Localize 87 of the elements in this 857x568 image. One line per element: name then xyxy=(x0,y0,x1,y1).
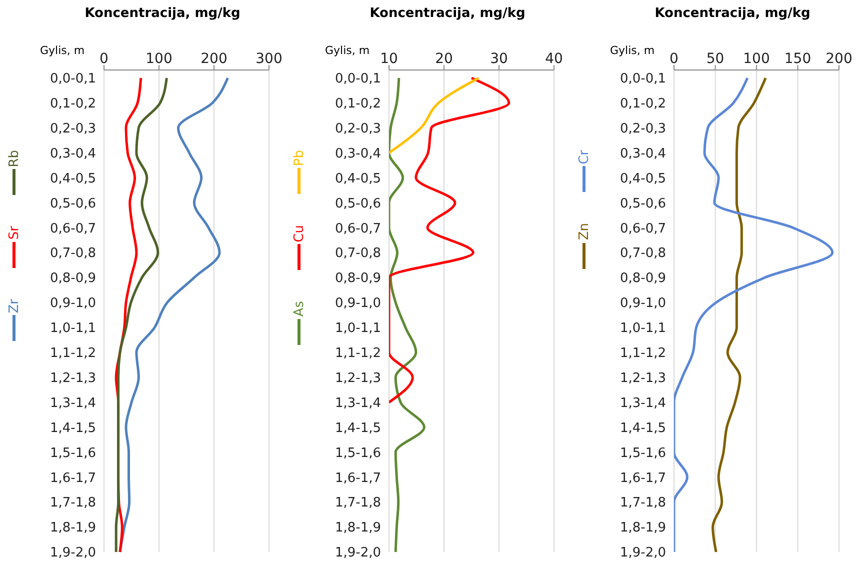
y-tick-label: 0,3-0,4 xyxy=(50,146,96,162)
y-tick-label: 1,2-1,3 xyxy=(334,370,381,386)
y-tick-label: 1,1-1,2 xyxy=(620,346,666,362)
y-tick-label: 0,6-0,7 xyxy=(620,221,666,236)
y-tick-label: 1,8-1,9 xyxy=(620,520,666,536)
x-tick-label: 40 xyxy=(545,51,563,67)
y-tick-label: 1,3-1,4 xyxy=(334,396,381,411)
y-tick-label: 0,8-0,9 xyxy=(620,271,666,286)
y-tick-label: 0,5-0,6 xyxy=(334,196,381,212)
x-tick-label: 50 xyxy=(706,51,724,67)
y-tick-label: 1,8-1,9 xyxy=(50,520,96,536)
y-tick-label: 1,9-2,0 xyxy=(620,546,666,561)
text: Zr xyxy=(6,298,22,314)
x-tick-label: 10 xyxy=(380,51,398,67)
y-tick-label: 0,1-0,2 xyxy=(334,96,381,112)
y-tick-label: 0,4-0,5 xyxy=(334,171,381,186)
y-tick-label: 0,9-1,0 xyxy=(620,296,666,312)
y-tick-label: 0,0-0,1 xyxy=(50,72,96,87)
y-tick-label: 0,7-0,8 xyxy=(50,246,96,262)
y-tick-label: 0,1-0,2 xyxy=(50,96,96,112)
text: As xyxy=(292,301,306,318)
y-tick-label: 0,2-0,3 xyxy=(620,122,666,137)
text: Cr xyxy=(576,150,592,164)
y-tick-label: 1,5-1,6 xyxy=(50,446,96,461)
y-tick-label: 0,3-0,4 xyxy=(620,146,666,162)
text: Cu xyxy=(292,225,306,242)
x-axis-title: Koncentracija, mg/kg xyxy=(654,6,812,21)
y-tick-label: 0,0-0,1 xyxy=(334,72,381,87)
y-tick-label: 0,6-0,7 xyxy=(334,221,381,236)
y-tick-label: 0,7-0,8 xyxy=(334,246,381,262)
x-tick-label: 20 xyxy=(435,51,453,67)
y-tick-label: 0,0-0,1 xyxy=(620,72,666,87)
y-tick-label: 1,4-1,5 xyxy=(50,420,96,436)
y-tick-label: 1,0-1,1 xyxy=(620,321,666,336)
y-tick-label: 1,7-1,8 xyxy=(334,496,381,511)
y-tick-label: 0,9-1,0 xyxy=(50,296,96,312)
x-axis-title: Koncentracija, mg/kg xyxy=(84,6,242,21)
text: Rb xyxy=(6,150,22,168)
x-tick-label: 100 xyxy=(146,51,172,67)
y-axis-title: Gylis, m xyxy=(610,44,655,57)
y-tick-label: 1,9-2,0 xyxy=(334,546,381,561)
y-tick-label: 1,6-1,7 xyxy=(50,470,96,486)
x-tick-label: 150 xyxy=(784,51,812,67)
y-tick-label: 1,5-1,6 xyxy=(620,446,666,461)
y-tick-label: 1,8-1,9 xyxy=(334,520,381,536)
y-tick-label: 1,9-2,0 xyxy=(50,546,96,561)
y-tick-label: 0,8-0,9 xyxy=(334,271,381,286)
y-tick-label: 1,1-1,2 xyxy=(50,346,96,362)
text: Pb xyxy=(292,150,306,166)
y-tick-label: 0,2-0,3 xyxy=(334,122,381,137)
x-tick-label: 200 xyxy=(200,51,228,67)
y-tick-label: 1,7-1,8 xyxy=(50,496,96,511)
x-axis-title: Koncentracija, mg/kg xyxy=(368,6,526,21)
y-tick-label: 0,1-0,2 xyxy=(620,96,666,112)
y-tick-label: 0,8-0,9 xyxy=(50,271,96,286)
y-tick-label: 1,1-1,2 xyxy=(334,346,381,362)
y-tick-label: 1,0-1,1 xyxy=(50,321,96,336)
text: Zn xyxy=(576,223,592,241)
y-tick-label: 0,4-0,5 xyxy=(620,171,666,186)
y-tick-label: 1,2-1,3 xyxy=(50,370,96,386)
y-tick-label: 0,5-0,6 xyxy=(620,196,666,212)
y-tick-label: 0,4-0,5 xyxy=(50,171,96,186)
x-tick-label: 100 xyxy=(743,51,770,67)
y-tick-label: 0,6-0,7 xyxy=(50,221,96,236)
y-tick-label: 0,7-0,8 xyxy=(620,246,666,262)
y-tick-label: 1,6-1,7 xyxy=(334,470,381,486)
x-tick-label: 0 xyxy=(670,51,678,67)
y-tick-label: 0,3-0,4 xyxy=(334,146,381,162)
y-tick-label: 1,6-1,7 xyxy=(620,470,666,486)
y-tick-label: 1,4-1,5 xyxy=(620,420,666,436)
y-axis-title: Gylis, m xyxy=(325,44,370,57)
y-tick-label: 0,5-0,6 xyxy=(50,196,96,212)
y-tick-label: 1,3-1,4 xyxy=(50,396,96,411)
x-tick-label: 30 xyxy=(490,51,508,67)
y-tick-label: 0,2-0,3 xyxy=(50,122,96,137)
y-tick-label: 1,2-1,3 xyxy=(620,370,666,386)
y-tick-label: 1,0-1,1 xyxy=(334,321,381,336)
y-axis-title: Gylis, m xyxy=(40,44,85,57)
y-tick-label: 1,4-1,5 xyxy=(334,420,381,436)
y-tick-label: 1,5-1,6 xyxy=(334,446,381,461)
x-tick-label: 200 xyxy=(826,51,852,67)
x-tick-label: 300 xyxy=(256,51,282,67)
text: Sr xyxy=(6,226,22,240)
y-tick-label: 1,3-1,4 xyxy=(620,396,666,411)
x-tick-label: 0 xyxy=(100,51,108,67)
y-tick-label: 1,7-1,8 xyxy=(620,496,666,511)
y-tick-label: 0,9-1,0 xyxy=(334,296,381,312)
